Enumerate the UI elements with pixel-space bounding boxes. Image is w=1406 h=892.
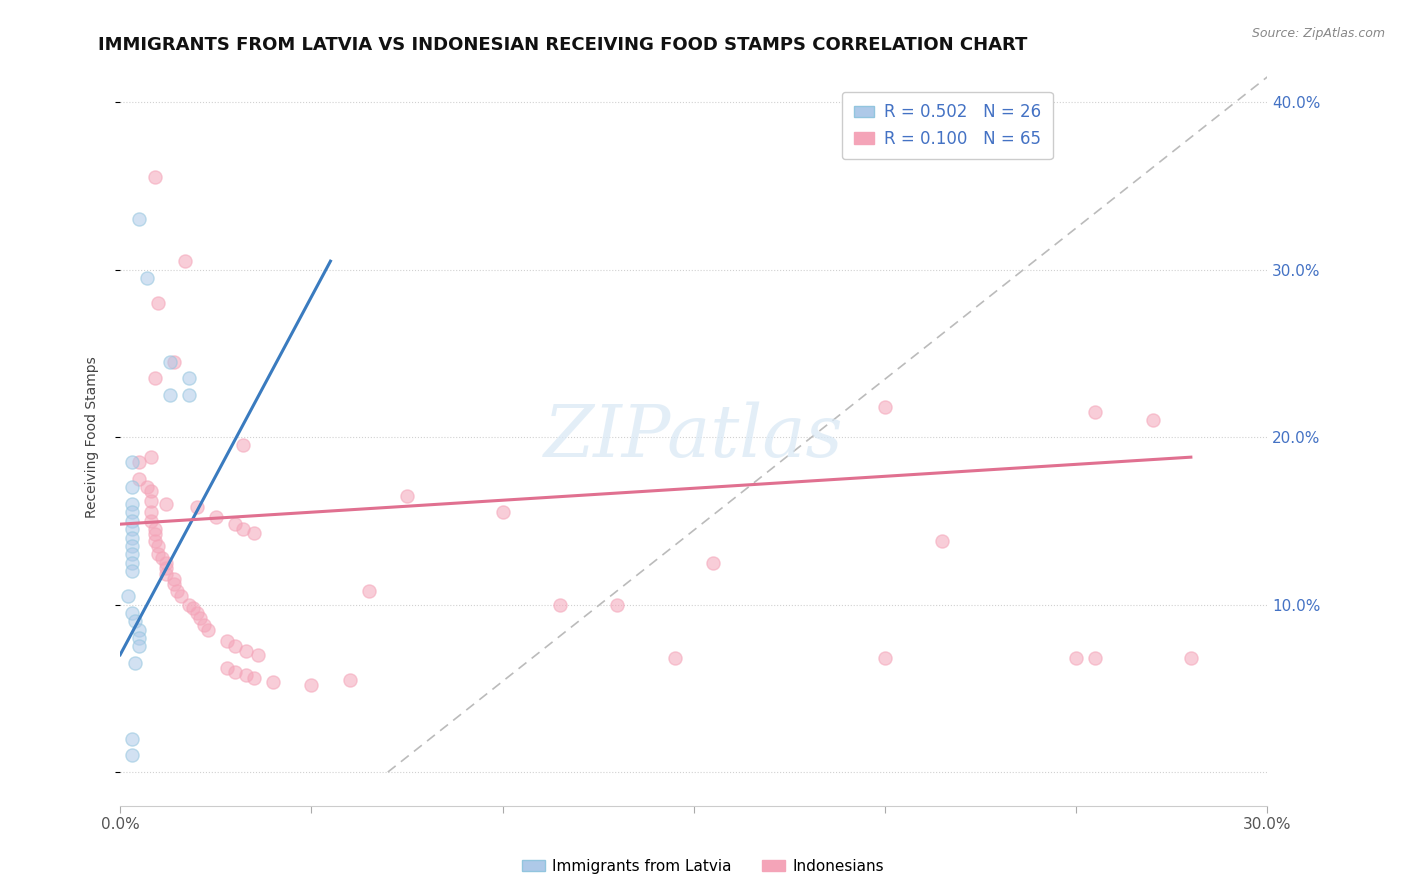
Point — [121, 531, 143, 545]
Point — [177, 371, 200, 385]
Point — [121, 497, 143, 511]
Point — [155, 497, 177, 511]
Point — [128, 623, 150, 637]
Point — [121, 556, 143, 570]
Point — [664, 651, 686, 665]
Point — [121, 606, 143, 620]
Point — [174, 254, 197, 268]
Point — [246, 648, 269, 662]
Point — [224, 665, 246, 679]
Point — [299, 678, 322, 692]
Point — [143, 371, 166, 385]
Point — [163, 354, 186, 368]
Point — [193, 617, 215, 632]
Point — [702, 556, 724, 570]
Point — [197, 623, 219, 637]
Point — [166, 584, 188, 599]
Point — [177, 598, 200, 612]
Point — [143, 522, 166, 536]
Point — [150, 550, 173, 565]
Point — [163, 573, 186, 587]
Point — [163, 577, 186, 591]
Point — [159, 388, 181, 402]
Point — [1084, 651, 1107, 665]
Point — [121, 539, 143, 553]
Point — [135, 480, 157, 494]
Text: Source: ZipAtlas.com: Source: ZipAtlas.com — [1251, 27, 1385, 40]
Point — [128, 640, 150, 654]
Point — [873, 651, 896, 665]
Point — [128, 212, 150, 227]
Point — [357, 584, 380, 599]
Point — [121, 547, 143, 561]
Point — [121, 564, 143, 578]
Point — [235, 668, 257, 682]
Point — [224, 640, 246, 654]
Point — [155, 556, 177, 570]
Y-axis label: Receiving Food Stamps: Receiving Food Stamps — [86, 356, 100, 518]
Point — [143, 170, 166, 185]
Point — [121, 731, 143, 746]
Point — [124, 615, 146, 629]
Point — [395, 489, 418, 503]
Point — [128, 472, 150, 486]
Point — [121, 505, 143, 519]
Point — [548, 598, 571, 612]
Point — [143, 527, 166, 541]
Point — [128, 631, 150, 645]
Point — [231, 438, 253, 452]
Point — [231, 522, 253, 536]
Point — [224, 517, 246, 532]
Point — [491, 505, 513, 519]
Point — [128, 455, 150, 469]
Point — [121, 522, 143, 536]
Point — [217, 661, 239, 675]
Point — [1064, 651, 1087, 665]
Point — [181, 601, 204, 615]
Point — [143, 533, 166, 548]
Point — [139, 505, 162, 519]
Point — [873, 400, 896, 414]
Point — [148, 539, 170, 553]
Point — [155, 560, 177, 574]
Point — [121, 455, 143, 469]
Point — [339, 673, 361, 687]
Point — [148, 547, 170, 561]
Point — [190, 611, 212, 625]
Point — [139, 493, 162, 508]
Point — [1084, 405, 1107, 419]
Point — [139, 450, 162, 465]
Point — [606, 598, 628, 612]
Point — [124, 657, 146, 671]
Text: IMMIGRANTS FROM LATVIA VS INDONESIAN RECEIVING FOOD STAMPS CORRELATION CHART: IMMIGRANTS FROM LATVIA VS INDONESIAN REC… — [98, 36, 1028, 54]
Point — [121, 480, 143, 494]
Point — [177, 388, 200, 402]
Point — [121, 514, 143, 528]
Point — [1142, 413, 1164, 427]
Point — [1180, 651, 1202, 665]
Point — [262, 674, 284, 689]
Point — [243, 671, 266, 685]
Legend: R = 0.502   N = 26, R = 0.100   N = 65: R = 0.502 N = 26, R = 0.100 N = 65 — [842, 92, 1053, 160]
Point — [235, 644, 257, 658]
Point — [931, 533, 953, 548]
Point — [204, 510, 226, 524]
Legend: Immigrants from Latvia, Indonesians: Immigrants from Latvia, Indonesians — [516, 853, 890, 880]
Point — [135, 271, 157, 285]
Point — [148, 296, 170, 310]
Point — [117, 589, 139, 603]
Point — [121, 748, 143, 763]
Point — [139, 514, 162, 528]
Point — [159, 354, 181, 368]
Point — [243, 525, 266, 540]
Text: ZIPatlas: ZIPatlas — [544, 401, 844, 473]
Point — [139, 483, 162, 498]
Point — [170, 589, 193, 603]
Point — [155, 567, 177, 582]
Point — [186, 606, 208, 620]
Point — [217, 634, 239, 648]
Point — [186, 500, 208, 515]
